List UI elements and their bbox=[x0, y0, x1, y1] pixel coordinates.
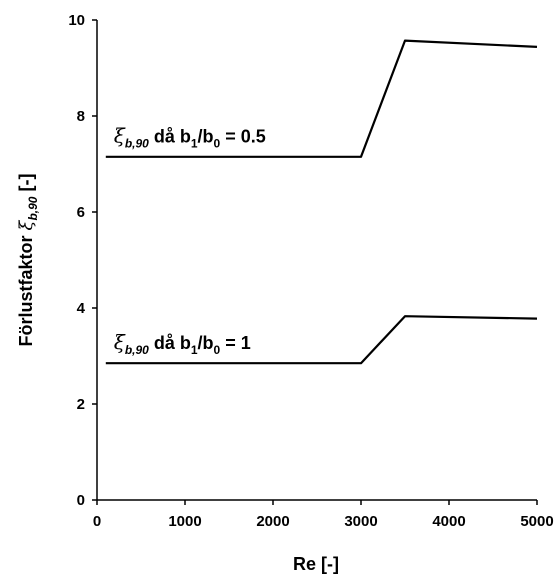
y-axis-label-prefix: Förlustfaktor bbox=[16, 230, 36, 346]
y-tick-label: 10 bbox=[68, 12, 85, 29]
x-tick-label: 3000 bbox=[344, 513, 377, 530]
annotation-symbol: ξ bbox=[114, 330, 126, 354]
annotation-subscript: b,90 bbox=[125, 136, 149, 150]
annotation-subscript: 0 bbox=[214, 136, 221, 150]
annotation-text: då b bbox=[149, 333, 191, 353]
annotation-subscript: 1 bbox=[191, 136, 198, 150]
annotation-text: = 1 bbox=[220, 333, 251, 353]
chart-series bbox=[105, 39, 538, 365]
series-annotation-1: ξb,90 då b1/b0 = 0.5 bbox=[114, 123, 266, 150]
x-tick-label: 1000 bbox=[168, 513, 201, 530]
y-tick-label: 8 bbox=[77, 108, 85, 125]
annotation-subscript: 1 bbox=[191, 343, 198, 357]
annotation-text: /b bbox=[198, 333, 214, 353]
x-tick-label: 0 bbox=[93, 513, 101, 530]
chart-annotations: ξb,90 då b1/b0 = 0.5ξb,90 då b1/b0 = 1 bbox=[114, 123, 266, 356]
y-tick-label: 6 bbox=[77, 204, 85, 221]
annotation-symbol: ξ bbox=[114, 123, 126, 147]
annotation-subscript: 0 bbox=[214, 343, 221, 357]
annotation-text: då b bbox=[149, 126, 191, 146]
y-axis-label-suffix: [-] bbox=[16, 174, 36, 197]
annotation-text: = 0.5 bbox=[220, 126, 266, 146]
y-tick-label: 4 bbox=[77, 300, 86, 317]
y-tick-label: 2 bbox=[77, 396, 85, 413]
x-tick-label: 4000 bbox=[432, 513, 465, 530]
y-axis-label-symbol: ξ bbox=[16, 219, 37, 230]
series-line-1 bbox=[105, 39, 538, 158]
series-annotation-2: ξb,90 då b1/b0 = 1 bbox=[114, 330, 251, 357]
annotation-subscript: b,90 bbox=[125, 343, 149, 357]
y-tick-label: 0 bbox=[77, 492, 85, 509]
y-axis-label-subscript: b,90 bbox=[26, 196, 40, 220]
annotation-text: /b bbox=[198, 126, 214, 146]
series-line-2 bbox=[105, 315, 538, 365]
x-tick-label: 2000 bbox=[256, 513, 289, 530]
y-axis-label: Förlustfaktor ξb,90 [-] bbox=[16, 174, 40, 347]
x-axis-label: Re [-] bbox=[293, 554, 339, 574]
x-tick-label: 5000 bbox=[520, 513, 553, 530]
